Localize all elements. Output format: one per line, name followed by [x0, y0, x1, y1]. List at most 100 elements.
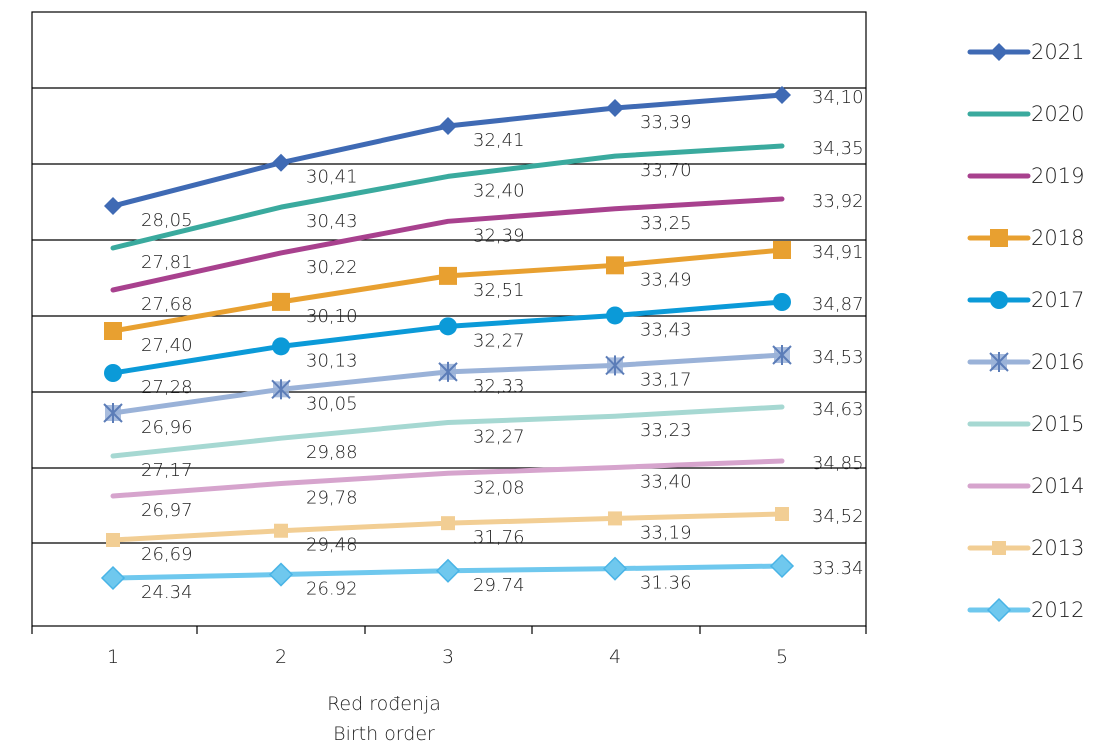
data-label: 31.36 — [640, 573, 692, 594]
series-line — [110, 404, 785, 459]
data-point — [106, 533, 120, 547]
data-label: 29.74 — [473, 575, 525, 596]
data-label: 33,23 — [640, 420, 692, 441]
data-label: 32,33 — [473, 376, 525, 397]
data-label: 34,35 — [812, 138, 864, 159]
data-label: 33,43 — [640, 319, 692, 340]
data-point — [986, 597, 1012, 623]
data-label: 24.34 — [141, 582, 193, 603]
legend-item-2020: 2020 — [967, 102, 1084, 126]
legend-label: 2017 — [1031, 288, 1084, 312]
legend-label: 2020 — [1031, 102, 1084, 126]
data-point — [268, 562, 294, 587]
data-label: 27,28 — [141, 377, 193, 398]
data-label: 34,52 — [812, 506, 864, 527]
legend-label: 2019 — [1031, 164, 1084, 188]
data-label: 30,05 — [306, 393, 358, 414]
series-line — [110, 196, 785, 293]
data-label: 27,68 — [141, 294, 193, 315]
series-2012 — [100, 553, 795, 591]
legend-label: 2018 — [1031, 226, 1084, 250]
legend-label: 2015 — [1031, 412, 1084, 436]
legend-item-2019: 2019 — [967, 164, 1084, 188]
data-label: 34,87 — [812, 294, 864, 315]
data-label: 26,96 — [141, 417, 193, 438]
data-label: 33,49 — [640, 269, 692, 290]
data-label: 33,17 — [640, 369, 692, 390]
series-lines — [100, 86, 795, 591]
data-point — [271, 379, 291, 400]
data-point — [606, 256, 624, 275]
data-point — [272, 153, 290, 172]
series-2016 — [103, 345, 792, 423]
data-point — [602, 556, 628, 581]
legend-label: 2021 — [1031, 40, 1084, 64]
data-point — [606, 306, 624, 325]
data-point — [989, 352, 1009, 372]
data-point — [608, 511, 622, 526]
legend-item-2013: 2013 — [967, 536, 1084, 560]
series-line — [110, 458, 785, 499]
legend-item-2012: 2012 — [967, 597, 1084, 623]
data-point — [274, 523, 288, 538]
legend-label: 2012 — [1031, 598, 1084, 622]
data-label: 30,43 — [306, 211, 358, 232]
data-point — [103, 403, 123, 423]
data-point — [773, 241, 791, 259]
data-labels: 24.34 26.92 29.74 31.36 33.34 26,69 29,48 31,76… — [141, 87, 864, 603]
legend-item-2021: 2021 — [967, 40, 1084, 64]
data-point — [438, 361, 458, 382]
x-tick-label: 4 — [609, 646, 621, 668]
data-label: 34,63 — [812, 399, 864, 420]
data-label: 33,39 — [640, 112, 692, 133]
data-label: 27,40 — [141, 335, 193, 356]
data-point — [439, 317, 457, 336]
data-label: 26,97 — [141, 500, 193, 521]
series-2018 — [104, 241, 791, 340]
data-point — [990, 229, 1008, 247]
data-label: 32,08 — [473, 477, 525, 498]
series-2014 — [110, 458, 785, 499]
data-point — [435, 558, 461, 583]
legend-item-2018: 2018 — [967, 226, 1084, 250]
data-point — [775, 507, 789, 521]
legend-item-2017: 2017 — [967, 288, 1084, 312]
series-2015 — [110, 404, 785, 459]
data-point — [773, 293, 791, 311]
data-point — [772, 345, 792, 365]
data-label: 33,19 — [640, 522, 692, 543]
data-label: 32,40 — [473, 180, 525, 201]
legend-item-2015: 2015 — [967, 412, 1084, 436]
data-label: 30,13 — [306, 350, 358, 371]
data-point — [104, 197, 122, 215]
x-tick-label: 1 — [107, 646, 119, 668]
data-point — [272, 292, 290, 311]
data-label: 28,05 — [141, 210, 193, 231]
data-label: 27,81 — [141, 252, 193, 273]
legend: 2021 2020 2019 2018 2017 2016 2015 2014 2013 2012 — [967, 40, 1084, 623]
data-label: 33,92 — [812, 191, 864, 212]
data-point — [990, 291, 1008, 309]
data-label: 32,27 — [473, 427, 525, 448]
x-tick-label: 2 — [275, 646, 287, 668]
data-label: 29,78 — [306, 488, 358, 509]
data-label: 34,53 — [812, 347, 864, 368]
x-axis-title-line-1: Red rođenja — [327, 693, 441, 715]
data-label: 33.34 — [812, 558, 864, 579]
data-label: 30,22 — [306, 257, 358, 278]
data-point — [773, 86, 791, 104]
data-point — [104, 322, 122, 340]
data-point — [439, 266, 457, 285]
gridlines — [32, 87, 866, 544]
data-label: 33,25 — [640, 213, 692, 234]
data-label: 34,91 — [812, 242, 864, 263]
x-axis: 1 2 3 4 5 — [31, 626, 867, 668]
data-label: 33,40 — [640, 471, 692, 492]
data-label: 29,48 — [306, 535, 358, 556]
series-2021 — [104, 86, 791, 215]
data-point — [769, 553, 795, 579]
data-label: 32,51 — [473, 280, 525, 301]
data-point — [990, 43, 1008, 61]
data-label: 34,10 — [812, 87, 864, 108]
